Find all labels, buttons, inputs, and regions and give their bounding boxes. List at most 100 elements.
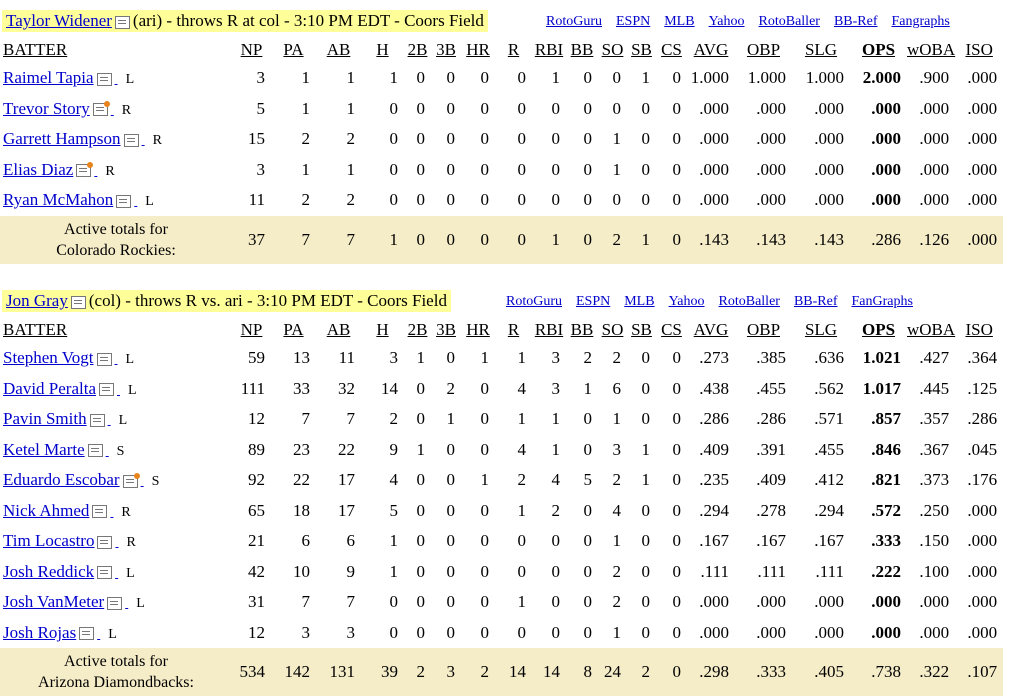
- notes-icon[interactable]: [79, 627, 95, 641]
- column-header-avg[interactable]: AVG: [693, 320, 729, 339]
- column-header-slg[interactable]: SLG: [804, 320, 838, 339]
- column-header-h[interactable]: H: [376, 40, 389, 59]
- batter-name-link[interactable]: Ketel Marte: [3, 439, 85, 459]
- notes-icon[interactable]: [107, 596, 123, 610]
- batter-name-link[interactable]: Eduardo Escobar: [3, 470, 120, 490]
- totals-label-line-2: Colorado Rockies:: [56, 241, 176, 259]
- column-header-hr[interactable]: HR: [466, 40, 490, 59]
- link-yahoo[interactable]: Yahoo: [668, 294, 705, 309]
- batter-name-link[interactable]: Josh Rojas: [3, 622, 77, 642]
- stat-h: 0: [389, 129, 399, 149]
- news-alert-icon[interactable]: [76, 162, 94, 178]
- column-header-bb[interactable]: BB: [570, 320, 594, 339]
- link-mlb[interactable]: MLB: [664, 14, 695, 29]
- column-header-sb[interactable]: SB: [631, 40, 652, 59]
- stat-r: 4: [517, 378, 527, 398]
- stat-pa: 6: [301, 531, 311, 551]
- batter-name-link[interactable]: Elias Diaz: [3, 159, 74, 179]
- link-rotoguru[interactable]: RotoGuru: [506, 294, 562, 309]
- column-header-cs[interactable]: CS: [661, 320, 682, 339]
- notes-icon[interactable]: [70, 295, 86, 309]
- notes-icon[interactable]: [92, 505, 108, 519]
- batter-name-link[interactable]: Josh Reddick: [3, 561, 95, 581]
- column-header-slg[interactable]: SLG: [804, 40, 838, 59]
- stat-slg: .412: [814, 470, 844, 490]
- notes-icon[interactable]: [116, 194, 132, 208]
- link-yahoo[interactable]: Yahoo: [708, 14, 745, 29]
- column-header-ab[interactable]: AB: [326, 40, 351, 59]
- column-header-batter[interactable]: BATTER: [3, 320, 68, 339]
- notes-icon[interactable]: [97, 535, 113, 549]
- column-header-2b[interactable]: 2B: [407, 320, 428, 339]
- link-rotoballer[interactable]: RotoBaller: [758, 14, 820, 29]
- stat-bb: 0: [583, 98, 593, 118]
- column-header-so[interactable]: SO: [601, 320, 624, 339]
- column-header-ab[interactable]: AB: [326, 320, 351, 339]
- column-header-np[interactable]: NP: [240, 320, 263, 339]
- column-header-3b[interactable]: 3B: [436, 40, 456, 59]
- batter-name-link[interactable]: Raimel Tapia: [3, 68, 94, 88]
- link-bb-ref[interactable]: BB-Ref: [793, 294, 838, 309]
- notes-icon[interactable]: [123, 133, 139, 147]
- column-header-batter[interactable]: BATTER: [3, 40, 68, 59]
- column-header-obp[interactable]: OBP: [746, 40, 781, 59]
- notes-icon[interactable]: [97, 566, 113, 580]
- batter-name-link[interactable]: Trevor Story: [3, 98, 90, 118]
- batter-name-link[interactable]: Tim Locastro: [3, 531, 95, 551]
- column-header-iso[interactable]: ISO: [965, 40, 993, 59]
- column-header-pa[interactable]: PA: [283, 40, 304, 59]
- link-fangraphs[interactable]: FanGraphs: [851, 294, 913, 309]
- batter-name-link[interactable]: Josh VanMeter: [3, 592, 105, 612]
- notes-icon[interactable]: [87, 444, 103, 458]
- column-header-3b[interactable]: 3B: [436, 320, 456, 339]
- batter-name-link[interactable]: Nick Ahmed: [3, 500, 90, 520]
- batter-name-link[interactable]: Pavin Smith: [3, 409, 87, 429]
- link-espn[interactable]: ESPN: [576, 294, 611, 309]
- column-header-bb[interactable]: BB: [570, 40, 594, 59]
- notes-icon[interactable]: [99, 383, 114, 397]
- column-header-h[interactable]: H: [376, 320, 389, 339]
- column-header-so[interactable]: SO: [601, 40, 624, 59]
- batter-name-link[interactable]: Garrett Hampson: [3, 129, 121, 149]
- column-header-iso[interactable]: ISO: [965, 320, 993, 339]
- link-fangraphs[interactable]: Fangraphs: [891, 14, 950, 29]
- link-bb-ref[interactable]: BB-Ref: [833, 14, 878, 29]
- news-alert-icon[interactable]: [92, 101, 110, 117]
- stat-ab: 1: [346, 98, 356, 118]
- column-header-r[interactable]: R: [507, 40, 520, 59]
- stat-r: 0: [517, 129, 527, 149]
- news-alert-icon[interactable]: [122, 472, 140, 488]
- link-mlb[interactable]: MLB: [624, 294, 655, 309]
- column-header-obp[interactable]: OBP: [746, 320, 781, 339]
- link-espn[interactable]: ESPN: [616, 14, 651, 29]
- column-header-woba[interactable]: wOBA: [907, 40, 956, 59]
- total-pa: 7: [271, 215, 316, 264]
- column-header-rbi[interactable]: RBI: [534, 320, 564, 339]
- column-header-hr[interactable]: HR: [466, 320, 490, 339]
- column-header-cs[interactable]: CS: [661, 40, 682, 59]
- column-header-woba[interactable]: wOBA: [907, 320, 956, 339]
- spacer-link: [115, 535, 118, 549]
- notes-icon[interactable]: [96, 352, 112, 366]
- batter-name-link[interactable]: Stephen Vogt: [3, 348, 94, 368]
- link-rotoguru[interactable]: RotoGuru: [546, 14, 602, 29]
- notes-icon[interactable]: [89, 413, 105, 427]
- column-header-pa[interactable]: PA: [283, 320, 304, 339]
- column-header-ops[interactable]: OPS: [861, 320, 896, 339]
- column-header-rbi[interactable]: RBI: [534, 40, 564, 59]
- pitcher-name-link[interactable]: Taylor Widener: [6, 11, 112, 30]
- column-header-ops[interactable]: OPS: [861, 40, 896, 59]
- column-header-np[interactable]: NP: [240, 40, 263, 59]
- notes-icon[interactable]: [96, 72, 112, 86]
- column-header-avg[interactable]: AVG: [693, 40, 729, 59]
- batter-name-link[interactable]: Ryan McMahon: [3, 190, 114, 210]
- stat-3b: 0: [446, 622, 456, 642]
- column-header-sb[interactable]: SB: [631, 320, 652, 339]
- notes-icon[interactable]: [114, 15, 130, 29]
- stat-hr: 0: [480, 439, 490, 459]
- pitcher-name-link[interactable]: Jon Gray: [6, 291, 68, 310]
- link-rotoballer[interactable]: RotoBaller: [718, 294, 780, 309]
- column-header-r[interactable]: R: [507, 320, 520, 339]
- batter-name-link[interactable]: David Peralta: [3, 378, 96, 398]
- column-header-2b[interactable]: 2B: [407, 40, 428, 59]
